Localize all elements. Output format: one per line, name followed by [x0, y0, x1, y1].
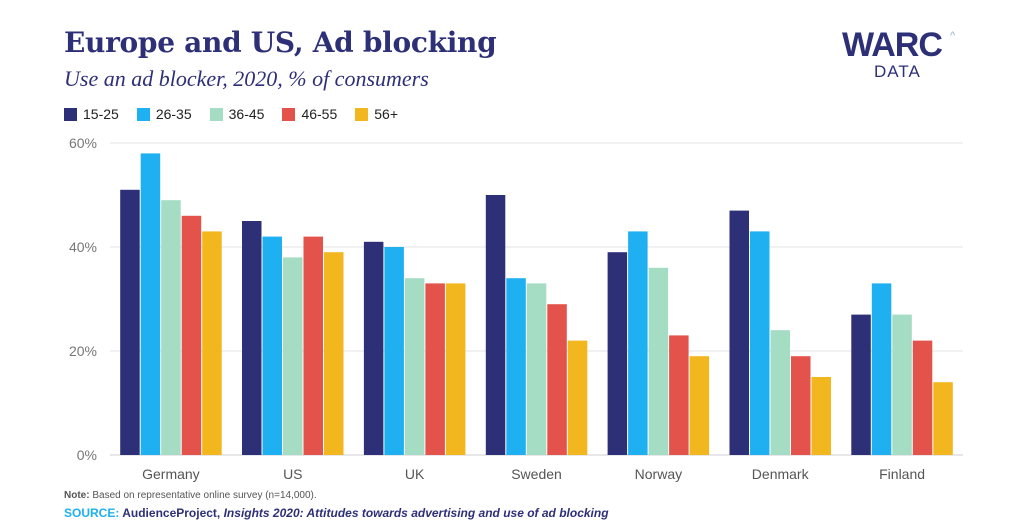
legend-label: 46-55 [301, 106, 338, 122]
x-tick-label: Sweden [511, 466, 562, 482]
bar [770, 330, 790, 455]
bar [811, 377, 831, 455]
source-text: SOURCE: AudienceProject, Insights 2020: … [64, 506, 609, 520]
bar [871, 283, 892, 455]
legend-swatch [64, 107, 77, 121]
source-title: Insights 2020: Attitudes towards adverti… [220, 506, 609, 520]
warc-logo: WARC ^ DATA [842, 28, 972, 88]
legend-item: 26-35 [136, 106, 192, 122]
bar [404, 278, 425, 455]
bar [750, 231, 770, 455]
bar [547, 304, 567, 455]
bar [303, 236, 323, 455]
bar [628, 231, 648, 455]
bar [181, 215, 202, 455]
chart-legend: 15-25 26-35 36-45 46-55 56+ [64, 106, 398, 122]
bar [262, 236, 282, 455]
y-tick-label: 0% [77, 447, 97, 463]
chart-subtitle: Use an ad blocker, 2020, % of consumers [64, 66, 429, 91]
bar [567, 340, 588, 455]
bar [648, 267, 669, 455]
source-label: SOURCE: [64, 506, 120, 520]
legend-item: 15-25 [64, 106, 119, 122]
bar [669, 335, 689, 455]
bar [363, 241, 384, 455]
y-tick-label: 60% [69, 135, 97, 151]
bar [485, 195, 506, 455]
bar [506, 278, 526, 455]
bar [892, 314, 912, 455]
bar [912, 340, 933, 455]
x-tick-label: Norway [635, 466, 682, 482]
logo-caret-icon: ^ [950, 30, 956, 42]
x-tick-label: US [283, 466, 302, 482]
bar [445, 283, 466, 455]
bar [283, 257, 303, 455]
bar [242, 221, 262, 455]
legend-item: 36-45 [209, 106, 265, 122]
logo-subtext: DATA [874, 62, 921, 81]
bar [202, 231, 222, 455]
legend-swatch [355, 107, 369, 121]
note-text: Note: Based on representative online sur… [64, 490, 317, 501]
note-label: Note: [64, 490, 90, 501]
note-body: Based on representative online survey (n… [89, 490, 317, 501]
x-tick-label: Germany [142, 466, 200, 482]
y-tick-label: 40% [69, 239, 97, 255]
chart-title: Europe and US, Ad blocking [64, 26, 497, 59]
x-tick-label: Finland [879, 466, 925, 482]
legend-label: 15-25 [83, 106, 119, 122]
legend-swatch [209, 107, 223, 121]
x-tick-label: Denmark [752, 466, 810, 482]
legend-swatch [136, 107, 150, 121]
bar [526, 283, 547, 455]
source-name: AudienceProject, [119, 506, 221, 520]
legend-item: 46-55 [282, 106, 337, 122]
bar [851, 314, 871, 455]
bar [933, 382, 953, 455]
y-tick-label: 20% [69, 343, 97, 359]
bar [689, 356, 710, 455]
bar [324, 252, 344, 455]
legend-swatch [282, 107, 296, 121]
bar [607, 252, 628, 455]
bar [425, 283, 445, 455]
legend-label: 36-45 [228, 106, 265, 122]
legend-label: 56+ [374, 106, 398, 122]
bar [384, 247, 404, 455]
bar [140, 153, 161, 455]
bar [161, 200, 181, 455]
x-tick-label: UK [405, 466, 425, 482]
bar [791, 356, 811, 455]
bar [120, 189, 140, 456]
legend-label: 26-35 [155, 106, 192, 122]
bar [729, 210, 749, 455]
legend-item: 56+ [355, 106, 398, 122]
logo-text: WARC [842, 26, 943, 64]
